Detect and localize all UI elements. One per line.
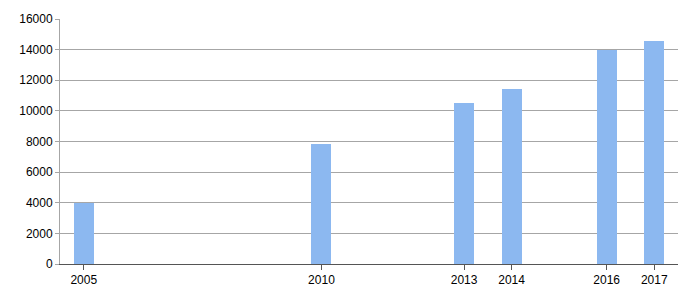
svg-text:10000: 10000 [19, 104, 53, 118]
svg-text:2016: 2016 [593, 273, 620, 287]
svg-text:0: 0 [46, 257, 53, 271]
svg-text:6000: 6000 [26, 165, 53, 179]
svg-text:2017: 2017 [641, 273, 668, 287]
svg-text:14000: 14000 [19, 43, 53, 57]
svg-text:2013: 2013 [451, 273, 478, 287]
svg-text:8000: 8000 [26, 135, 53, 149]
svg-text:2014: 2014 [498, 273, 525, 287]
svg-text:2005: 2005 [70, 273, 97, 287]
svg-text:2000: 2000 [26, 227, 53, 241]
svg-text:12000: 12000 [19, 73, 53, 87]
svg-text:4000: 4000 [26, 196, 53, 210]
svg-text:2010: 2010 [308, 273, 335, 287]
svg-text:16000: 16000 [19, 12, 53, 26]
